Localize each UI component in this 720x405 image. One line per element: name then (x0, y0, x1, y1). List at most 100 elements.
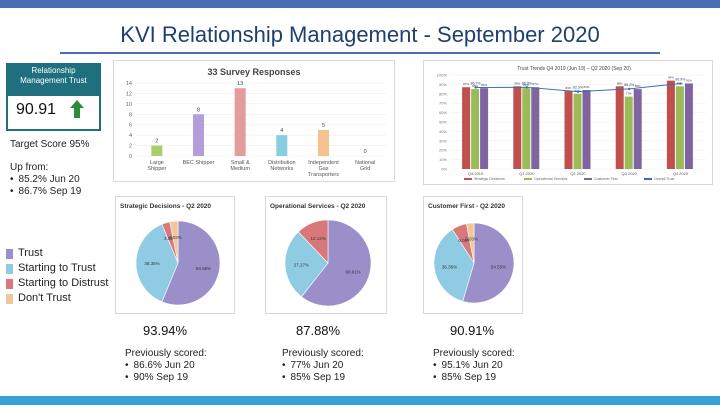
legend-swatch (6, 278, 13, 289)
pie-slice-label: 36.36% (144, 261, 159, 266)
up-from-block: Up from: 85.2% Jun 20 86.7% Sep 19 (10, 162, 81, 198)
trend-chart-panel: Trust Trends Q4 2019 (Jun 19) – Q2 2020 … (423, 60, 713, 185)
pie-slice-label: 3.03% (465, 236, 478, 241)
survey-chart-title: 33 Survey Responses (207, 67, 300, 77)
pie-slice (297, 219, 329, 264)
y-tick-label: 4 (129, 133, 132, 139)
pie-slice-label: 3.03% (164, 236, 177, 241)
bar (234, 88, 246, 156)
kpi-trust-box: Relationship Management Trust 90.91 (6, 63, 101, 131)
trend-bar-label: 77% (626, 92, 632, 96)
trend-bar (582, 90, 591, 169)
trend-bar (522, 88, 531, 169)
trend-legend-swatch (524, 178, 532, 180)
trend-bar (564, 90, 573, 169)
pie-slice (433, 228, 475, 302)
previous-scores-operational: Previously scored: 77% Jun 20 85% Sep 19 (282, 348, 364, 384)
pie-chart-strategic: Strategic Decisions - Q2 2020 54.55% 36.3… (120, 203, 221, 306)
pie-chart-operational: Operational Services - Q2 2020 60.61% 27.… (270, 203, 372, 307)
trend-bar (624, 96, 633, 169)
legend-label: Trust (18, 247, 43, 259)
trend-bar-label: 86% (481, 83, 487, 87)
kpi-value: 90.91 (16, 101, 57, 118)
pie-title: Operational Services - Q2 2020 (270, 203, 366, 210)
survey-chart-panel: 33 Survey Responses 0 2 4 6 8 10 12 14 2 Large Shi… (113, 60, 395, 182)
overall-trust-label: 86.9% (522, 81, 532, 85)
y-tick-label: 12 (126, 91, 132, 97)
legend-swatch (6, 293, 13, 304)
previous-scores-customer: Previously scored: 95.1% Jun 20 85% Sep … (433, 348, 515, 384)
overall-trust-label: 86.7% (471, 82, 481, 86)
pie-slice-label: 60.61% (346, 270, 361, 275)
trend-bar (531, 87, 540, 169)
trend-legend-swatch (644, 178, 652, 180)
legend-item-trust: Trust (6, 246, 108, 261)
legend-label: Starting to Trust (18, 262, 96, 274)
bar (193, 114, 204, 156)
pie-slice-label: 27.27% (294, 262, 309, 267)
x-category-label: BEC Shipper (183, 160, 215, 166)
trend-legend-swatch (464, 178, 472, 180)
pie-slice (462, 222, 515, 304)
pie-title: Customer First - Q2 2020 (428, 203, 505, 210)
bar-value-label: 8 (197, 107, 200, 113)
trend-legend-label: Overall Trust (654, 177, 674, 181)
x-category-label: Q4 2019 (468, 171, 484, 176)
y-tick-label: 90% (439, 82, 447, 87)
y-tick-label: 14 (126, 81, 132, 87)
legend-item-starting-to-distrust: Starting to Distrust (6, 276, 108, 291)
pie-panel-strategic: Strategic Decisions - Q2 2020 54.55% 36.3… (115, 196, 235, 314)
x-category-label: Independent Gas Transporters (308, 160, 339, 178)
trend-bar (513, 86, 522, 169)
pie-slice-label: 36.36% (442, 265, 457, 270)
trend-bar (633, 89, 642, 169)
trend-bar-label: 83% (565, 86, 571, 90)
up-from-item: 85.2% Jun 20 (10, 174, 81, 186)
overall-trust-label: 82.3% (573, 86, 583, 90)
trend-bar-line-chart: Trust Trends Q4 2019 (Jun 19) – Q2 2020 … (437, 66, 706, 181)
bar (276, 135, 288, 156)
y-tick-label: 10 (126, 102, 132, 108)
bar-value-label: 13 (237, 81, 243, 87)
overall-trust-label: 90.9% (675, 78, 685, 82)
pie-legend: Trust Starting to Trust Starting to Dist… (6, 246, 108, 306)
legend-item-dont-trust: Don't Trust (6, 291, 108, 306)
trend-bar-label: 88% (617, 81, 623, 85)
trend-chart-title: Trust Trends Q4 2019 (Jun 19) – Q2 2020 … (517, 66, 631, 72)
legend-swatch (6, 263, 13, 274)
y-tick-label: 60% (439, 110, 447, 115)
previous-scores-strategic: Previously scored: 86.6% Jun 20 90% Sep … (125, 348, 207, 384)
y-tick-label: 100% (437, 73, 448, 78)
previous-item: 86.6% Jun 20 (125, 360, 207, 372)
legend-item-starting-to-trust: Starting to Trust (6, 261, 108, 276)
pie-slice (300, 219, 372, 307)
pie-slice (466, 222, 475, 264)
overall-trust-label: 85.2% (624, 83, 634, 87)
trend-bar (675, 86, 684, 169)
pie-title: Strategic Decisions - Q2 2020 (120, 203, 211, 210)
x-category-label: Q3 2020 (622, 171, 638, 176)
top-accent-bar (0, 0, 720, 8)
pie-slice-label: 54.55% (491, 265, 506, 270)
trend-bar (684, 83, 693, 169)
pie-slice (284, 231, 329, 298)
score-strategic: 93.94% (143, 323, 188, 338)
trend-legend-label: Operational Services (534, 177, 568, 181)
page-title: KVI Relationship Management - September … (120, 22, 600, 47)
pie-slice-label: 12.12% (310, 236, 325, 241)
trend-legend-swatch (584, 178, 592, 180)
trend-bar-label: 87% (532, 82, 538, 86)
y-tick-label: 6 (129, 123, 132, 129)
trend-bar (462, 87, 471, 169)
kpi-label: Relationship Management Trust (8, 65, 99, 96)
title-underline (60, 52, 660, 54)
pie-chart-customer: Customer First - Q2 2020 54.55% 36.36% 6.0… (428, 203, 515, 304)
pie-slice-label: 54.55% (196, 266, 211, 271)
trend-bar-label: 85% (472, 84, 478, 88)
y-tick-label: 0% (441, 167, 447, 172)
overall-trust-point (679, 82, 682, 85)
x-category-label: Q4 2020 (673, 171, 689, 176)
x-category-label: Large Shipper (147, 160, 166, 172)
score-customer: 90.91% (450, 323, 495, 338)
legend-label: Don't Trust (18, 292, 71, 304)
